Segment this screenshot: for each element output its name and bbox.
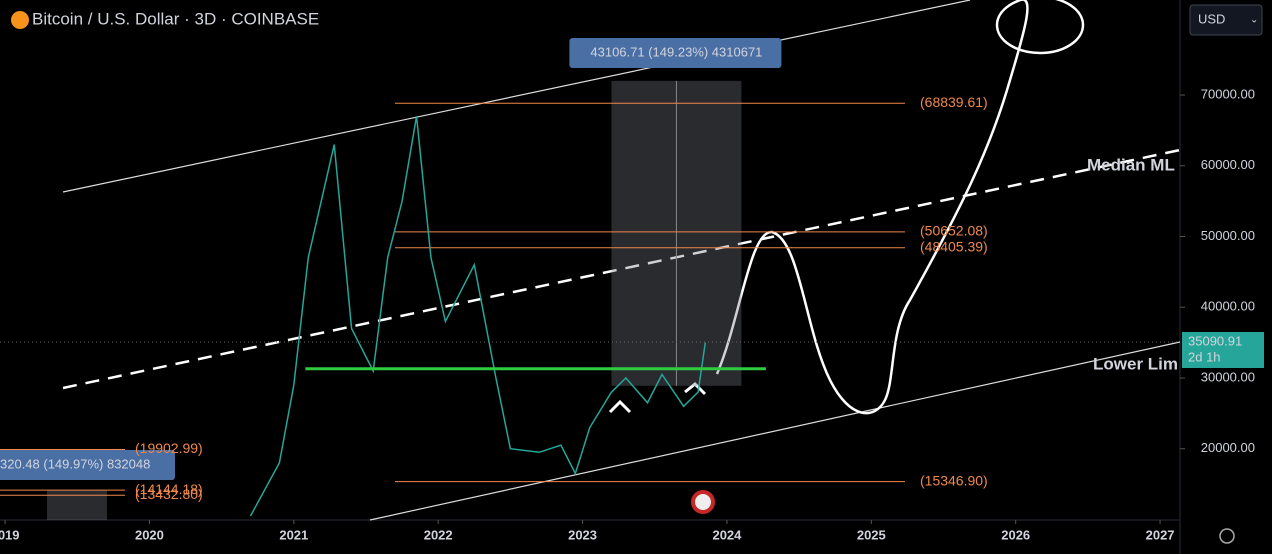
marker: [608, 399, 632, 414]
x-tick-label: 2023: [568, 527, 597, 542]
x-tick-label: 2020: [135, 527, 164, 542]
channel-lower: [369, 341, 1181, 521]
measure-label: 43106.71 (149.23%) 4310671: [590, 44, 762, 59]
marker: [684, 381, 707, 396]
fib-label: (50652.08): [920, 223, 988, 239]
annotation: Median ML: [1087, 155, 1175, 174]
x-tick-label: 2025: [857, 527, 886, 542]
channel-upper: [62, 0, 971, 193]
y-tick-label: 20000.00: [1201, 440, 1255, 455]
fib-label: (48405.39): [920, 238, 988, 254]
y-tick-label: 30000.00: [1201, 369, 1255, 384]
annotation: Lower Lim: [1093, 354, 1178, 373]
chart-title: Bitcoin / U.S. Dollar · 3D · COINBASE: [32, 9, 319, 28]
price-axis: [1180, 0, 1272, 554]
fib-label: (19902.99): [135, 440, 203, 456]
measure-label-box: [0, 450, 175, 480]
x-tick-label: 2027: [1146, 527, 1175, 542]
x-tick-label: 2021: [279, 527, 308, 542]
y-tick-label: 70000.00: [1201, 86, 1255, 101]
last-price-label: 35090.91: [1188, 333, 1242, 348]
measure-label-box: [569, 38, 782, 68]
y-tick-label: 60000.00: [1201, 157, 1255, 172]
currency-label[interactable]: USD: [1198, 11, 1225, 26]
fib-label: (14144.18): [135, 481, 203, 497]
coin-icon: [11, 11, 29, 29]
countdown: 2d 1h: [1188, 349, 1221, 364]
fib-label: (13432.80): [135, 486, 203, 502]
x-tick-label: 2022: [424, 527, 453, 542]
x-tick-label: 2026: [1001, 527, 1030, 542]
fib-label: (68839.61): [920, 94, 988, 110]
x-tick-label: 2019: [0, 527, 20, 542]
dropdown-arrow[interactable]: ⌄: [1250, 15, 1258, 26]
y-tick-label: 40000.00: [1201, 299, 1255, 314]
price-line: [249, 116, 707, 517]
currency-select[interactable]: [1189, 4, 1263, 36]
projection-loop: [995, 0, 1085, 55]
measure-box-left: [47, 490, 107, 520]
settings-icon[interactable]: [1219, 528, 1235, 544]
last-price-box: [1182, 331, 1264, 368]
median-line: [62, 148, 1181, 390]
event-icon: [695, 494, 711, 510]
x-tick-label: 2024: [712, 527, 742, 542]
fib-label: (15346.90): [920, 472, 988, 488]
measure-label: 320.48 (149.97%) 832048: [0, 456, 150, 471]
y-tick-label: 50000.00: [1201, 228, 1255, 243]
